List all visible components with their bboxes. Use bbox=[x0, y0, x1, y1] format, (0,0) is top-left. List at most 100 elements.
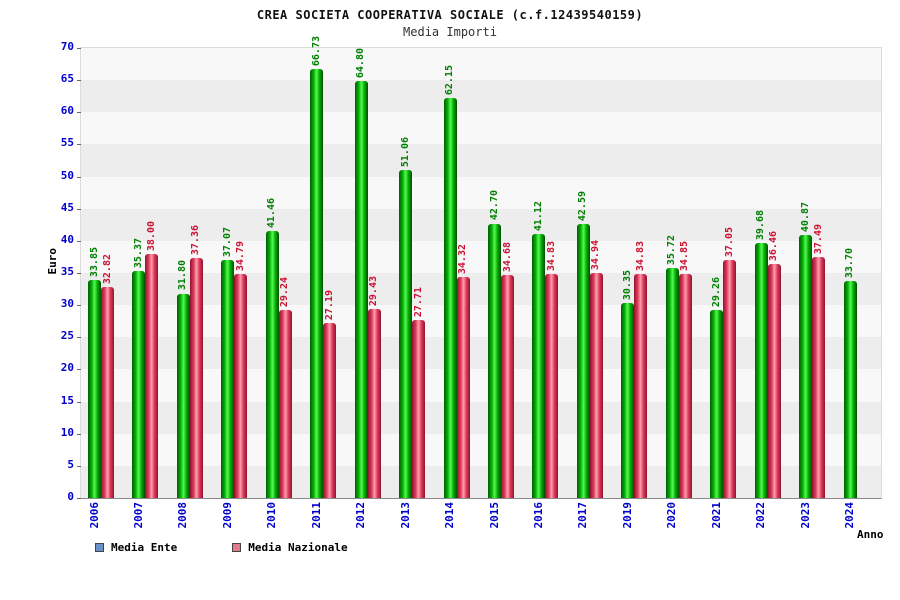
bar-value-label-media-nazionale: 34.83 bbox=[634, 240, 646, 272]
bar-media-ente bbox=[443, 98, 457, 498]
y-tick-mark bbox=[77, 273, 81, 274]
bar-value-label-media-nazionale: 37.36 bbox=[190, 224, 202, 255]
bar-media-nazionale bbox=[634, 274, 648, 498]
x-tick-label-year: 2020 bbox=[665, 502, 679, 529]
bar-media-nazionale bbox=[101, 287, 114, 498]
bar-media-ente bbox=[754, 242, 768, 498]
y-tick-label: 10 bbox=[60, 425, 74, 439]
legend-label-media-ente: Media Ente bbox=[111, 541, 178, 554]
bar-value-label-media-nazionale: 34.79 bbox=[234, 241, 246, 272]
bar-value-label-media-ente: 30.35 bbox=[621, 269, 633, 300]
y-tick-label: 70 bbox=[60, 40, 74, 53]
bar-media-ente bbox=[176, 293, 190, 498]
bar-value-label-media-ente: 29.26 bbox=[710, 276, 722, 307]
y-tick-label: 35 bbox=[60, 265, 74, 278]
bar-media-ente bbox=[221, 259, 235, 498]
bar-value-label-media-ente: 35.37 bbox=[132, 237, 144, 268]
bar-value-label-media-ente: 41.12 bbox=[532, 200, 544, 231]
grid-band bbox=[81, 48, 881, 81]
bar-value-label-media-ente: 39.68 bbox=[755, 209, 767, 240]
bar-media-nazionale bbox=[145, 253, 159, 498]
y-axis: 0 5 10 15 20 25 30 35 40 45 50 55 60 65 70 bbox=[28, 40, 74, 503]
x-tick-label-year: 2010 bbox=[265, 502, 279, 529]
bar-value-label-media-ente: 33.85 bbox=[88, 247, 100, 278]
legend-item-media-ente[interactable]: Media Ente bbox=[95, 541, 177, 554]
bar-media-nazionale bbox=[545, 274, 559, 498]
bar-media-ente bbox=[665, 268, 679, 498]
grid-band bbox=[81, 401, 881, 434]
grid-band bbox=[81, 112, 881, 145]
legend-label-media-nazionale: Media Nazionale bbox=[248, 541, 348, 554]
y-tick-label: 20 bbox=[60, 361, 74, 375]
grid-band bbox=[81, 144, 881, 177]
bar-value-label-media-nazionale: 32.82 bbox=[101, 253, 113, 285]
bar-media-ente bbox=[132, 270, 146, 498]
bar-media-ente bbox=[710, 309, 724, 498]
bar-media-nazionale bbox=[234, 274, 248, 498]
bar-value-label-media-ente: 37.07 bbox=[221, 226, 233, 257]
bar-value-label-media-nazionale: 38.00 bbox=[145, 220, 157, 251]
x-tick-label-year: 2017 bbox=[576, 502, 590, 529]
y-tick-mark bbox=[77, 498, 81, 499]
x-tick-label-year: 2008 bbox=[176, 502, 190, 529]
y-tick-mark bbox=[77, 208, 81, 210]
bar-media-nazionale bbox=[767, 263, 781, 498]
y-tick-label: 15 bbox=[60, 393, 74, 407]
y-tick-mark bbox=[77, 80, 81, 82]
grid-band bbox=[81, 465, 881, 498]
grid-band bbox=[81, 240, 881, 273]
chart-subtitle: Media Importi bbox=[403, 25, 497, 39]
y-tick-label: 60 bbox=[60, 104, 74, 118]
y-tick-label: 65 bbox=[60, 72, 74, 86]
bar-media-nazionale bbox=[456, 277, 470, 498]
x-tick-label-year: 2019 bbox=[620, 502, 634, 529]
y-tick-label: 25 bbox=[60, 329, 74, 343]
x-tick-label-year: 2006 bbox=[87, 502, 101, 529]
x-tick-label-year: 2022 bbox=[754, 502, 768, 529]
y-tick-label: 5 bbox=[67, 457, 74, 471]
bar-media-ente bbox=[532, 233, 546, 498]
bar-value-label-media-ente: 40.87 bbox=[799, 202, 811, 233]
x-tick-label-year: 2014 bbox=[443, 502, 457, 529]
y-tick-label: 30 bbox=[60, 297, 74, 311]
bar-value-label-media-ente: 42.59 bbox=[577, 191, 589, 222]
bar-value-label-media-nazionale: 34.83 bbox=[545, 240, 557, 272]
x-tick-label-year: 2021 bbox=[709, 502, 723, 529]
bar-media-ente bbox=[88, 280, 101, 498]
legend-swatch-media-nazionale bbox=[232, 543, 242, 552]
legend-item-media-nazionale[interactable]: Media Nazionale bbox=[232, 541, 348, 554]
chart-title: CREA SOCIETA COOPERATIVA SOCIALE (c.f.12… bbox=[256, 8, 644, 22]
y-tick-label: 50 bbox=[60, 168, 74, 182]
grid-band bbox=[81, 80, 881, 113]
y-axis-title: Euro bbox=[46, 248, 59, 275]
bar-media-ente bbox=[310, 69, 324, 498]
legend: Media Ente Media Nazionale bbox=[95, 541, 348, 554]
grid-band bbox=[81, 273, 881, 306]
bar-media-nazionale bbox=[412, 319, 426, 498]
y-tick-mark bbox=[77, 465, 81, 467]
bar-media-ente bbox=[265, 231, 279, 498]
x-tick-label-year: 2009 bbox=[220, 502, 234, 529]
bar-media-ente bbox=[799, 235, 813, 498]
grid-band bbox=[81, 176, 881, 209]
bar-media-nazionale bbox=[812, 257, 826, 498]
bar-value-label-media-nazionale: 29.24 bbox=[279, 276, 291, 308]
y-tick-mark bbox=[77, 401, 81, 403]
x-tick-label-year: 2013 bbox=[398, 502, 412, 529]
bar-media-ente bbox=[399, 169, 413, 498]
bar-media-nazionale bbox=[678, 273, 692, 498]
x-tick-label-year: 2007 bbox=[131, 502, 145, 529]
bar-value-label-media-ente: 42.70 bbox=[488, 190, 500, 221]
grid-band bbox=[81, 369, 881, 402]
grid-band bbox=[81, 305, 881, 338]
bar-value-label-media-ente: 51.06 bbox=[399, 136, 411, 167]
bar-value-label-media-nazionale: 29.43 bbox=[368, 275, 380, 306]
bar-media-nazionale bbox=[367, 308, 381, 498]
x-tick-label-year: 2023 bbox=[798, 502, 812, 529]
y-tick-mark bbox=[77, 240, 81, 242]
bar-media-nazionale bbox=[589, 273, 603, 498]
y-tick-label: 55 bbox=[60, 136, 74, 150]
y-tick-mark bbox=[77, 176, 81, 178]
y-tick-mark bbox=[77, 112, 81, 114]
y-tick-mark bbox=[77, 48, 81, 49]
